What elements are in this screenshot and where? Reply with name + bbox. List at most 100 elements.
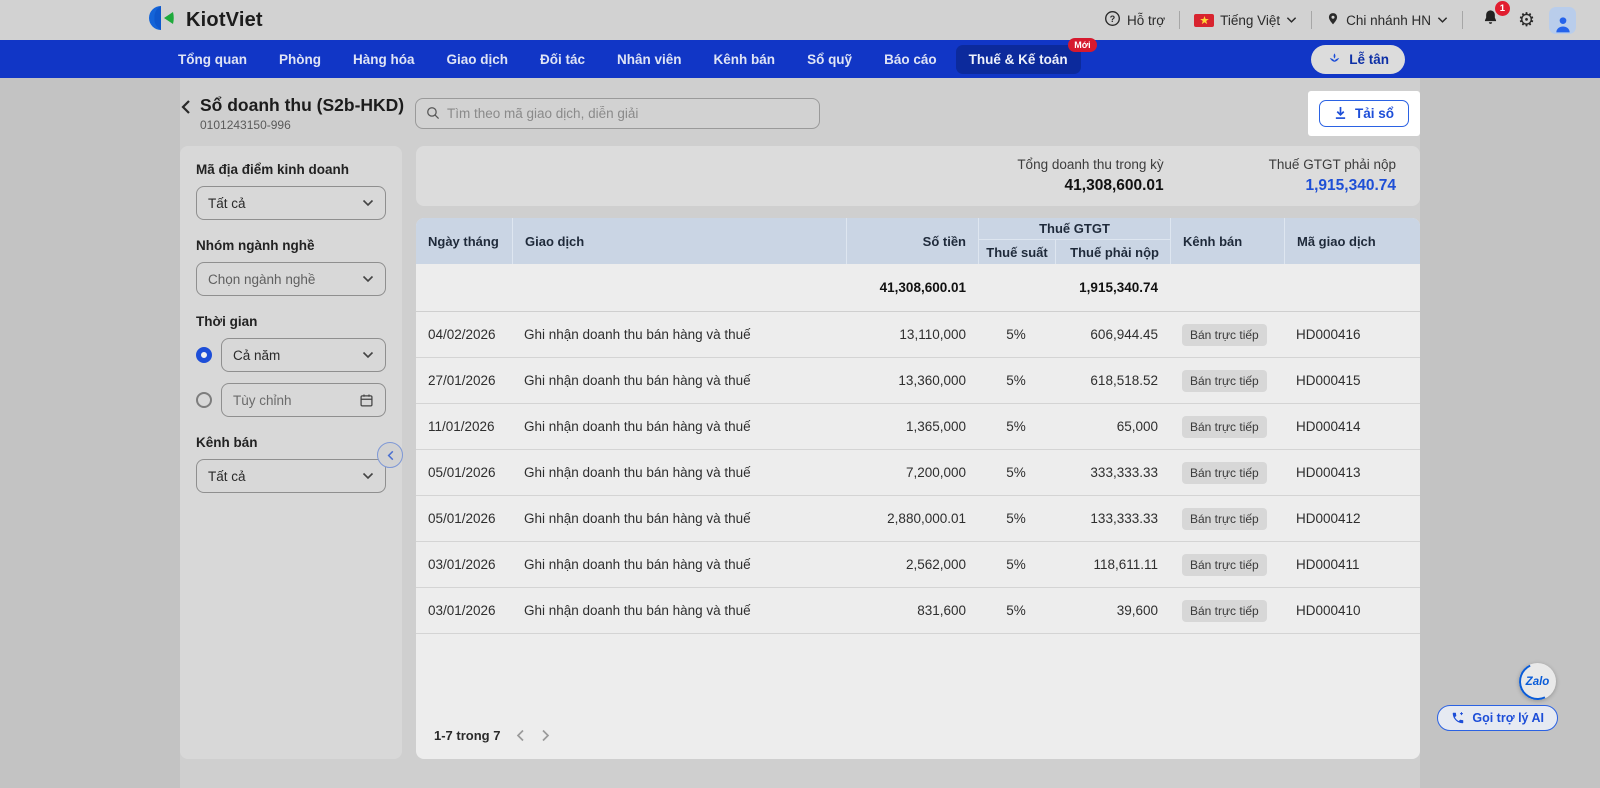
search-input[interactable]	[447, 105, 809, 121]
vat-due-label: Thuế GTGT phải nộp	[1268, 157, 1396, 172]
nav-item-7[interactable]: Sổ quỹ	[794, 45, 865, 74]
row-channel: Bán trực tiếp	[1170, 312, 1284, 357]
channel-badge: Bán trực tiếp	[1182, 461, 1267, 484]
row-channel: Bán trực tiếp	[1170, 450, 1284, 495]
time-custom-input[interactable]	[233, 392, 351, 408]
row-transaction: Ghi nhận doanh thu bán hàng và thuế	[524, 327, 751, 342]
chevron-down-icon	[1437, 17, 1448, 23]
totals-amount: 41,308,600.01	[879, 280, 966, 295]
table-row[interactable]: 03/01/2026 Ghi nhận doanh thu bán hàng và…	[416, 542, 1420, 588]
page-title: Sổ doanh thu (S2b-HKD)	[200, 94, 405, 115]
row-channel: Bán trực tiếp	[1170, 496, 1284, 541]
col-header-vat-group: Thuế GTGT Thuế suất Thuế phải nộp	[978, 218, 1170, 264]
time-filter-label: Thời gian	[196, 314, 258, 329]
reception-label: Lễ tân	[1349, 51, 1389, 67]
nav-item-label: Báo cáo	[884, 51, 937, 67]
table-row[interactable]: 27/01/2026 Ghi nhận doanh thu bán hàng và…	[416, 358, 1420, 404]
support-button[interactable]: ? Hỗ trợ	[1104, 10, 1165, 30]
nav-item-label: Phòng	[278, 51, 321, 67]
phone-plus-icon	[1453, 712, 1464, 724]
nav-item-4[interactable]: Đối tác	[527, 45, 598, 74]
channel-badge: Bán trực tiếp	[1182, 599, 1267, 622]
notifications-button[interactable]: 1	[1477, 1, 1510, 34]
col-header-transaction: Giao dịch	[512, 218, 846, 264]
zalo-arc	[1513, 657, 1562, 706]
nav-item-2[interactable]: Hàng hóa	[340, 45, 428, 74]
industry-select[interactable]: Chọn ngành nghề	[196, 262, 386, 296]
row-tax-due: 133,333.33	[1090, 511, 1158, 526]
zalo-button[interactable]: Zalo	[1513, 657, 1562, 706]
table-row[interactable]: 05/01/2026 Ghi nhận doanh thu bán hàng và…	[416, 496, 1420, 542]
nav-item-3[interactable]: Giao dịch	[434, 45, 522, 74]
table-row[interactable]: 05/01/2026 Ghi nhận doanh thu bán hàng và…	[416, 450, 1420, 496]
next-page-icon[interactable]	[541, 729, 550, 742]
nav-item-label: Thuế & Kế toán	[968, 51, 1068, 67]
channel-badge: Bán trực tiếp	[1182, 369, 1267, 392]
table-body: 04/02/2026 Ghi nhận doanh thu bán hàng và…	[416, 312, 1420, 634]
topbar: KiotViet ? Hỗ trợ Tiếng Việt Chi nhánh H…	[0, 0, 1600, 40]
new-badge: Mới	[1068, 37, 1097, 52]
search-icon	[427, 107, 440, 120]
nav-item-1[interactable]: Phòng	[266, 45, 334, 74]
nav-item-label: Tổng quan	[178, 51, 247, 67]
nav-item-label: Hàng hóa	[352, 51, 415, 67]
settings-gear-icon[interactable]: ⚙	[1517, 9, 1535, 31]
col-header-date: Ngày tháng	[428, 233, 499, 249]
download-icon	[1335, 106, 1346, 119]
row-date: 03/01/2026	[428, 557, 496, 572]
table-row[interactable]: 03/01/2026 Ghi nhận doanh thu bán hàng và…	[416, 588, 1420, 634]
table-row[interactable]: 04/02/2026 Ghi nhận doanh thu bán hàng và…	[416, 312, 1420, 358]
collapse-sidebar-button[interactable]	[377, 442, 403, 468]
row-amount: 7,200,000	[905, 465, 966, 480]
nav-item-0[interactable]: Tổng quan	[165, 45, 260, 74]
back-chevron-icon[interactable]	[180, 99, 192, 120]
channel-select[interactable]: Tất cả	[196, 459, 386, 493]
filter-sidebar: Mã địa điểm kinh doanh Tất cả Nhóm ngành…	[180, 146, 402, 759]
col-header-tax-due: Thuế phải nộp	[1055, 240, 1171, 264]
row-tax-rate: 5%	[1006, 511, 1026, 526]
user-avatar[interactable]	[1549, 6, 1576, 34]
reception-button[interactable]: Lễ tân	[1311, 44, 1405, 74]
ai-call-label: Gọi trợ lý AI	[1472, 711, 1544, 725]
divider	[1461, 11, 1463, 29]
totals-row: 41,308,600.01 1,915,340.74	[416, 264, 1420, 312]
nav-item-8[interactable]: Báo cáo	[871, 45, 950, 74]
row-transaction: Ghi nhận doanh thu bán hàng và thuế	[524, 465, 751, 480]
nav-item-5[interactable]: Nhân viên	[604, 45, 695, 74]
brand-logo[interactable]: KiotViet	[148, 3, 263, 38]
language-selector[interactable]: Tiếng Việt	[1194, 13, 1297, 28]
bell-icon	[1484, 10, 1496, 24]
row-code: HD000414	[1296, 419, 1361, 434]
row-transaction: Ghi nhận doanh thu bán hàng và thuế	[524, 419, 751, 434]
brand-name: KiotViet	[186, 8, 263, 31]
location-select[interactable]: Tất cả	[196, 186, 386, 220]
time-custom-radio[interactable]	[196, 392, 212, 408]
table-row[interactable]: 11/01/2026 Ghi nhận doanh thu bán hàng và…	[416, 404, 1420, 450]
branch-selector[interactable]: Chi nhánh HN	[1326, 11, 1448, 30]
channel-badge: Bán trực tiếp	[1182, 553, 1267, 576]
time-year-select[interactable]: Cả năm	[221, 338, 386, 372]
nav-item-6[interactable]: Kênh bán	[701, 45, 789, 74]
chevron-down-icon	[362, 199, 374, 207]
ai-assistant-call-button[interactable]: Gọi trợ lý AI	[1437, 705, 1558, 731]
total-revenue-value: 41,308,600.01	[1064, 177, 1164, 194]
pagination: 1-7 trong 7	[416, 728, 1420, 759]
prev-page-icon[interactable]	[516, 729, 525, 742]
calendar-icon	[360, 393, 373, 407]
table-header: Ngày tháng Giao dịch Số tiền Thuế GTGT T…	[416, 218, 1420, 264]
row-code: HD000416	[1296, 327, 1361, 342]
time-year-radio[interactable]	[196, 347, 212, 363]
location-filter-label: Mã địa điểm kinh doanh	[196, 162, 350, 177]
row-date: 04/02/2026	[428, 327, 496, 342]
chevron-down-icon	[362, 351, 374, 359]
zalo-label: Zalo	[1525, 675, 1550, 688]
row-code: HD000412	[1296, 511, 1361, 526]
row-tax-rate: 5%	[1006, 373, 1026, 388]
nav-item-9[interactable]: Thuế & Kế toán Mới	[955, 37, 1097, 74]
total-revenue-stat: Tổng doanh thu trong kỳ 41,308,600.01	[1017, 157, 1163, 195]
download-highlight: Tải sổ	[1307, 90, 1420, 136]
row-transaction: Ghi nhận doanh thu bán hàng và thuế	[524, 511, 751, 526]
pagination-range: 1-7 trong 7	[434, 728, 501, 743]
download-book-button[interactable]: Tải sổ	[1318, 99, 1409, 127]
row-date: 27/01/2026	[428, 373, 496, 388]
